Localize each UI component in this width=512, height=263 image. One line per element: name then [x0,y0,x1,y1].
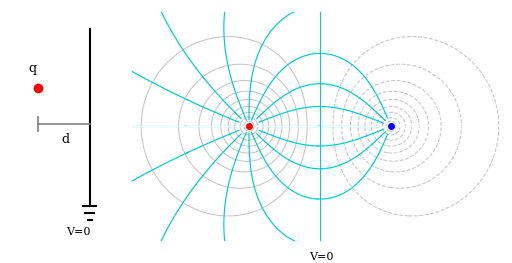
Text: V=0: V=0 [67,227,91,237]
Text: d: d [61,133,70,145]
FancyArrowPatch shape [186,99,188,100]
Text: q: q [28,62,36,74]
Text: V=0: V=0 [309,252,334,262]
